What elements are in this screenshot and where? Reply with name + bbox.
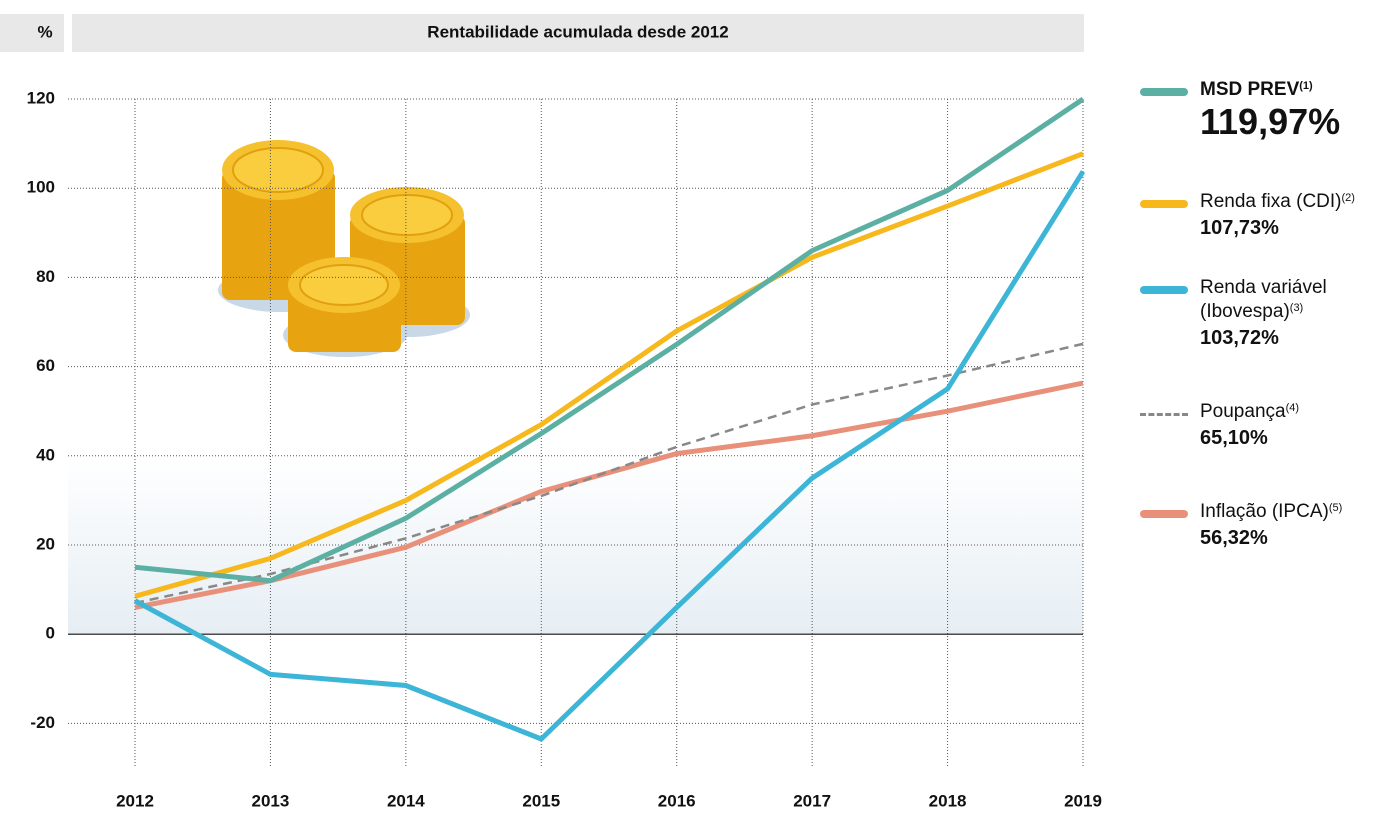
series-name: Renda fixa (CDI) [1200,191,1342,212]
legend-value: 56,32% [1200,524,1385,552]
legend-value: 103,72% [1200,324,1385,352]
legend-label: Renda variável (Ibovespa)(3) [1200,276,1365,324]
footnote: (3) [1290,302,1303,314]
footnote: (5) [1329,502,1342,514]
legend-marker [1140,286,1188,294]
series-name: Poupança [1200,401,1286,422]
legend-marker [1140,510,1188,518]
legend-item: Inflação (IPCA)(5)56,32% [1140,500,1385,552]
y-tick-label: 0 [46,624,55,643]
y-unit: % [37,22,52,41]
x-tick-label: 2014 [387,791,425,810]
footnote: (2) [1342,192,1355,204]
y-tick-label: 40 [36,445,55,464]
legend-item: Renda fixa (CDI)(2)107,73% [1140,190,1385,242]
chart-title: Rentabilidade acumulada desde 2012 [427,22,728,41]
coins [218,140,470,357]
legend-value: 65,10% [1200,424,1385,452]
legend-item: Poupança(4)65,10% [1140,400,1385,452]
page: % Rentabilidade acumulada desde 2012 201… [0,0,1385,819]
y-tick-label: 20 [36,534,55,553]
x-tick-label: 2018 [929,791,967,810]
legend-label: Poupança(4) [1200,400,1365,424]
y-tick-label: 100 [27,178,55,197]
x-tick-label: 2016 [658,791,696,810]
legend-label: Renda fixa (CDI)(2) [1200,190,1365,214]
footnote: (1) [1299,80,1312,92]
y-tick-label: 60 [36,356,55,375]
legend-item: MSD PREV(1)119,97% [1140,78,1385,142]
x-tick-label: 2015 [522,791,560,810]
unit-box [0,14,64,52]
x-tick-label: 2017 [793,791,831,810]
x-tick-label: 2012 [116,791,154,810]
footnote: (4) [1286,402,1299,414]
legend-item: Renda variável (Ibovespa)(3)103,72% [1140,276,1385,352]
legend-marker [1140,413,1188,416]
legend-value: 119,97% [1200,102,1385,142]
y-tick-label: 120 [27,88,55,107]
legend-marker [1140,200,1188,208]
series-name: Inflação (IPCA) [1200,501,1329,522]
legend-label: MSD PREV(1) [1200,78,1365,102]
series-name: MSD PREV [1200,79,1299,100]
legend-marker [1140,88,1188,96]
series-name: Renda variável (Ibovespa) [1200,277,1327,322]
x-tick-label: 2013 [252,791,290,810]
x-tick-label: 2019 [1064,791,1102,810]
y-tick-label: -20 [30,713,55,732]
legend-label: Inflação (IPCA)(5) [1200,500,1365,524]
y-tick-label: 80 [36,267,55,286]
legend-value: 107,73% [1200,214,1385,242]
